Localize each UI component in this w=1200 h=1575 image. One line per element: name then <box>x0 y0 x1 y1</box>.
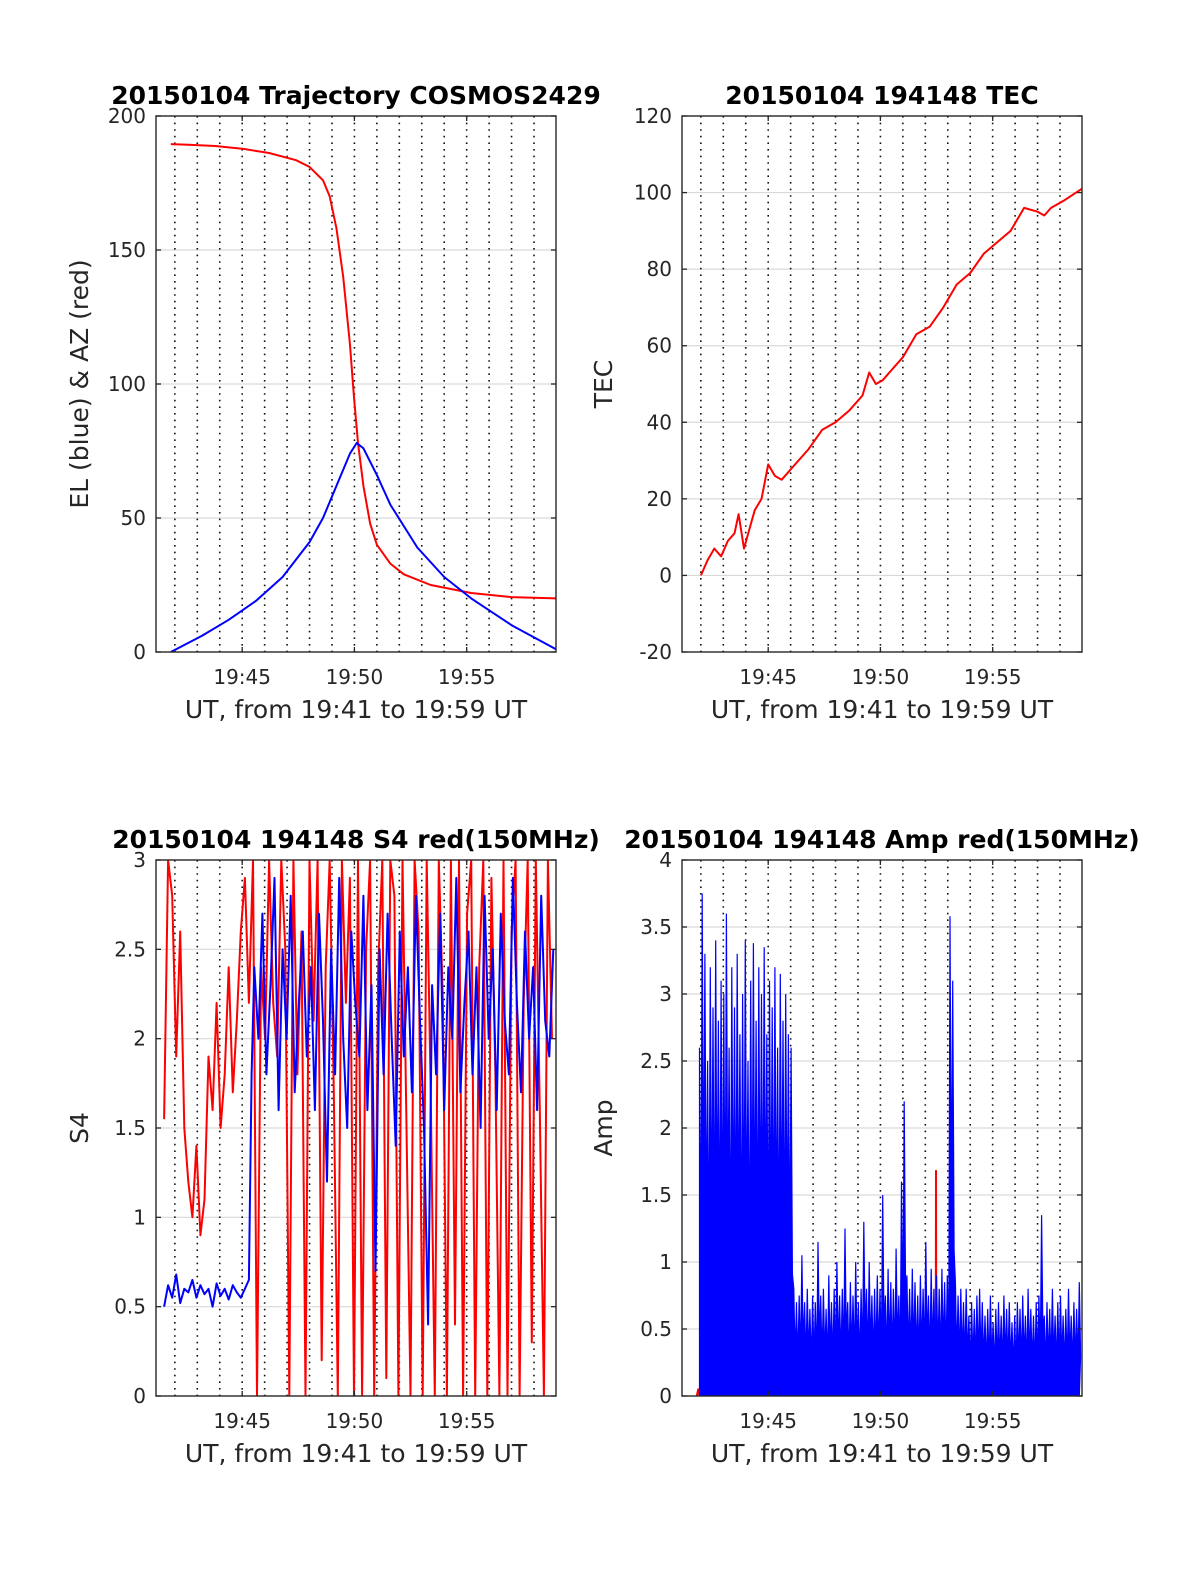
y-tick-label: 0.5 <box>640 1317 672 1341</box>
y-tick-label: 40 <box>647 410 672 434</box>
y-tick-label: 3 <box>133 848 146 872</box>
chart-4-series-blue <box>698 893 1082 1396</box>
y-tick-label: 2 <box>659 1116 672 1140</box>
y-tick-label: 2 <box>133 1027 146 1051</box>
chart-2-x-axis-label: UT, from 19:41 to 19:59 UT <box>711 695 1054 724</box>
y-tick-label: 20 <box>647 487 672 511</box>
chart-4-x-axis-label: UT, from 19:41 to 19:59 UT <box>711 1439 1054 1468</box>
chart-1-series-red <box>170 143 556 600</box>
x-tick-label: 19:55 <box>438 665 496 689</box>
y-tick-label: 150 <box>108 238 146 262</box>
y-tick-label: 0.5 <box>114 1295 146 1319</box>
y-tick-label: 2.5 <box>114 937 146 961</box>
chart-4-title: 20150104 194148 Amp red(150MHz) <box>624 825 1140 854</box>
chart-1-plot-area <box>170 143 556 652</box>
chart-1: 0 50 100 150 200 19:45 19:50 19:55 20150104 Traj… <box>65 81 601 724</box>
y-tick-label: 1 <box>133 1205 146 1229</box>
x-tick-label: 19:50 <box>326 1409 384 1433</box>
y-tick-label: 60 <box>647 334 672 358</box>
chart-3-title: 20150104 194148 S4 red(150MHz) <box>112 825 600 854</box>
x-tick-label: 19:45 <box>739 665 797 689</box>
x-tick-label: 19:45 <box>213 665 271 689</box>
y-tick-label: 120 <box>634 104 672 128</box>
y-tick-label: 0 <box>133 1384 146 1408</box>
chart-2-y-axis-label: TEC <box>589 360 618 410</box>
x-tick-label: 19:55 <box>964 665 1022 689</box>
chart-2-title: 20150104 194148 TEC <box>725 81 1038 110</box>
x-tick-label: 19:55 <box>964 1409 1022 1433</box>
chart-2-series-red <box>699 187 1082 576</box>
x-tick-label: 19:55 <box>438 1409 496 1433</box>
chart-2: -20 0 20 40 60 80 100 120 19:45 19:50 19:55 2015010… <box>589 81 1083 724</box>
chart-4-y-axis-label: Amp <box>589 1099 618 1156</box>
chart-1-series-blue <box>170 442 556 652</box>
chart-3-plot-area <box>163 860 555 1396</box>
x-tick-label: 19:45 <box>739 1409 797 1433</box>
x-tick-label: 19:50 <box>852 665 910 689</box>
y-tick-label: 100 <box>108 372 146 396</box>
x-tick-label: 19:50 <box>852 1409 910 1433</box>
y-tick-label: 0 <box>659 563 672 587</box>
chart-1-title: 20150104 Trajectory COSMOS2429 <box>111 81 601 110</box>
chart-4-series-red <box>695 1169 938 1396</box>
chart-4-plot-area <box>695 893 1082 1396</box>
chart-1-y-axis-label: EL (blue) & AZ (red) <box>65 259 94 508</box>
y-tick-label: 200 <box>108 104 146 128</box>
chart-3-series-red <box>163 860 553 1396</box>
y-tick-label: 100 <box>634 181 672 205</box>
y-tick-label: 1.5 <box>114 1116 146 1140</box>
y-tick-label: 2.5 <box>640 1049 672 1073</box>
y-tick-label: 0 <box>133 640 146 664</box>
chart-3-y-axis-label: S4 <box>65 1112 94 1144</box>
chart-2-axes-frame <box>681 115 1083 653</box>
y-tick-label: 80 <box>647 257 672 281</box>
chart-4: 0 0.5 1 1.5 2 2.5 3 3.5 4 19:45 19:50 19:55 20150104… <box>589 825 1140 1468</box>
y-tick-label: 3.5 <box>640 915 672 939</box>
y-tick-label: 50 <box>121 506 146 530</box>
y-tick-label: 4 <box>659 848 672 872</box>
y-tick-label: 1.5 <box>640 1183 672 1207</box>
chart-3-series-blue <box>163 876 555 1326</box>
x-tick-label: 19:50 <box>326 665 384 689</box>
chart-1-x-axis-label: UT, from 19:41 to 19:59 UT <box>185 695 528 724</box>
y-tick-label: 3 <box>659 982 672 1006</box>
y-tick-label: -20 <box>639 640 672 664</box>
y-tick-label: 1 <box>659 1250 672 1274</box>
chart-3-x-axis-label: UT, from 19:41 to 19:59 UT <box>185 1439 528 1468</box>
y-tick-label: 0 <box>659 1384 672 1408</box>
chart-2-plot-area <box>699 187 1082 576</box>
chart-3: 0 0.5 1 1.5 2 2.5 3 19:45 19:50 19:55 20150104 194… <box>65 825 600 1468</box>
x-tick-label: 19:45 <box>213 1409 271 1433</box>
